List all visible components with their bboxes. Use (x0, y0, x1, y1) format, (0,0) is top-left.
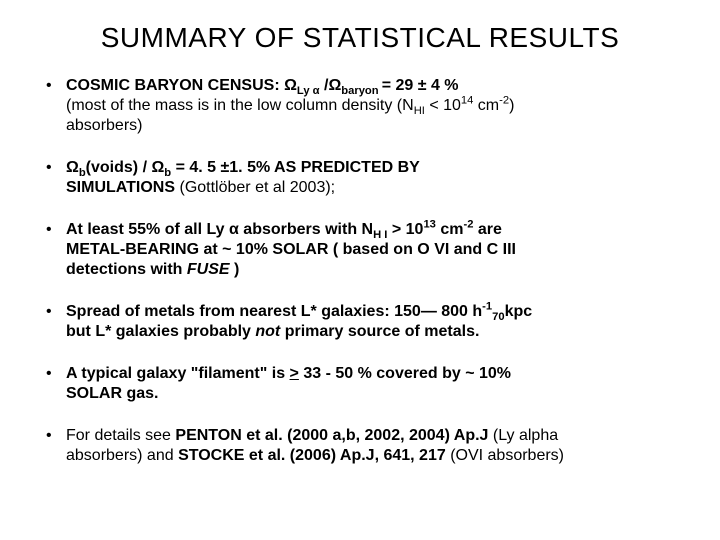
bullet-6: For details see PENTON et al. (2000 a,b,… (40, 426, 680, 466)
b1-omega1: Ω (284, 77, 297, 94)
b2-voids: (voids) / (86, 159, 152, 176)
b1-neg2: -2 (499, 95, 509, 107)
b1-omega1-sub: Ly α (297, 85, 320, 97)
bullet-4: Spread of metals from nearest L* galaxie… (40, 302, 680, 342)
bullet-1: COSMIC BARYON CENSUS: ΩLy α /Ωbaryon = 2… (40, 76, 680, 136)
b3-tail: are (473, 221, 501, 238)
b2-om2: Ω (151, 159, 164, 176)
b5-b: 33 - 50 % covered by ~ 10% (299, 365, 511, 382)
b1-exp14: 14 (461, 95, 473, 107)
b2-ref: (Gottlöber et al 2003); (179, 179, 335, 196)
b1-nhi: HI (414, 105, 425, 117)
bullet-list: COSMIC BARYON CENSUS: ΩLy α /Ωbaryon = 2… (40, 76, 680, 466)
b2-bsub1: b (79, 167, 86, 179)
b6-stocke: STOCKE et al. (2006) Ap.J, 641, 217 (178, 447, 450, 464)
slide-title: SUMMARY OF STATISTICAL RESULTS (40, 22, 680, 54)
b3-sub: H I (373, 229, 387, 241)
b4-l2c: primary source of metals. (280, 323, 479, 340)
b5-gt: > (290, 365, 299, 382)
b1-line2a: (most of the mass is in the low column d… (66, 97, 414, 114)
b6-l2a: absorbers) and (66, 447, 178, 464)
b4-a: Spread of metals from nearest L* galaxie… (66, 303, 482, 320)
bullet-3: At least 55% of all Ly α absorbers with … (40, 220, 680, 280)
b2-sim: SIMULATIONS (66, 179, 179, 196)
b3-gt: > 10 (387, 221, 423, 238)
b1-cm: cm (473, 97, 499, 114)
b5-a: A typical galaxy "filament" is (66, 365, 290, 382)
bullet-5: A typical galaxy "filament" is > 33 - 50… (40, 364, 680, 404)
b3-l2: METAL-BEARING at ~ 10% SOLAR ( based on … (66, 241, 516, 258)
b6-ovi: (OVI absorbers) (450, 447, 564, 464)
b3-l3a: detections with (66, 261, 187, 278)
b4-not: not (255, 323, 280, 340)
b5-l2: SOLAR gas. (66, 385, 158, 402)
b1-omega2-sub: baryon (341, 85, 381, 97)
b6-a: For details see (66, 427, 175, 444)
b6-ly: (Ly alpha (488, 427, 558, 444)
b3-cm: cm (436, 221, 464, 238)
b3-neg2: -2 (463, 219, 473, 231)
b4-kpc: kpc (505, 303, 533, 320)
b1-eq: = 29 ± 4 % (382, 77, 459, 94)
slide: SUMMARY OF STATISTICAL RESULTS COSMIC BA… (0, 0, 720, 540)
b6-penton: PENTON et al. (2000 a,b, 2002, 2004) Ap.… (175, 427, 488, 444)
b1-lt: < 10 (425, 97, 461, 114)
b2-val: = 4. 5 ±1. 5% AS PREDICTED BY (171, 159, 420, 176)
b1-lead: COSMIC BARYON CENSUS: (66, 77, 284, 94)
b4-exp: -1 (482, 301, 492, 313)
b1-close: ) (509, 97, 514, 114)
b3-fuse: FUSE (187, 261, 230, 278)
b3-l3c: ) (230, 261, 240, 278)
bullet-2: Ωb(voids) / Ωb = 4. 5 ±1. 5% AS PREDICTE… (40, 158, 680, 198)
b4-l2a: but L* galaxies probably (66, 323, 255, 340)
b3-a: At least 55% of all Ly α absorbers with … (66, 221, 373, 238)
b3-exp13: 13 (423, 219, 435, 231)
b1-line3: absorbers) (66, 117, 142, 134)
b1-omega2: Ω (328, 77, 341, 94)
b2-om1: Ω (66, 159, 79, 176)
b4-sub70: 70 (492, 311, 504, 323)
